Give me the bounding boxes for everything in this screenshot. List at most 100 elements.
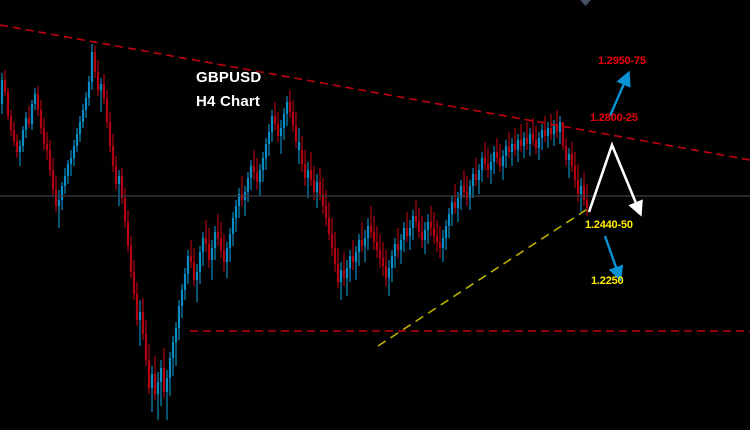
candle-body xyxy=(75,134,79,146)
top-chevron-artifact xyxy=(580,0,591,6)
candle-body xyxy=(297,142,301,150)
candle-body xyxy=(357,240,361,252)
candle-body xyxy=(372,232,376,242)
candle-body xyxy=(492,152,496,162)
candle-body xyxy=(435,236,439,242)
candle-body xyxy=(396,244,400,250)
candle-body xyxy=(213,232,217,248)
candle-body xyxy=(258,170,262,182)
candle-body xyxy=(174,328,178,342)
candle-body xyxy=(15,141,19,152)
candle-body xyxy=(117,176,121,184)
candle-body xyxy=(387,268,391,278)
candle-body xyxy=(480,158,484,170)
candle-body xyxy=(216,232,220,238)
candle-body xyxy=(381,258,385,266)
candle-body xyxy=(531,134,535,140)
candle-body xyxy=(456,198,460,208)
candle-body xyxy=(48,150,52,170)
candle-body xyxy=(183,274,187,290)
candle-body xyxy=(156,382,160,394)
candle-body xyxy=(288,102,292,112)
candle-body xyxy=(63,176,67,186)
candle-body xyxy=(321,194,325,206)
candle-body xyxy=(378,250,382,258)
forecast-white-projection-path xyxy=(587,141,643,217)
trendline-ascending-support xyxy=(377,207,590,347)
candle-body xyxy=(576,180,580,194)
candle-body xyxy=(489,162,493,170)
candle-body xyxy=(486,164,490,170)
candle-body xyxy=(579,186,583,194)
candle-body xyxy=(384,266,388,278)
forecast-bearish-arrow xyxy=(603,235,624,282)
candle-body xyxy=(153,374,157,394)
candle-body xyxy=(558,122,562,132)
candle-body xyxy=(102,84,106,98)
candle-body xyxy=(261,158,265,170)
candle-body xyxy=(234,206,238,218)
candle-body xyxy=(165,378,169,392)
candle-body xyxy=(393,244,397,256)
candle-body xyxy=(438,242,442,248)
candle-body xyxy=(150,374,154,388)
candle-body xyxy=(138,312,142,320)
candle-body xyxy=(66,164,70,176)
candle-body xyxy=(303,164,307,178)
candle-body xyxy=(408,228,412,236)
candle-body xyxy=(552,126,556,134)
candle-body xyxy=(171,342,175,358)
candle-body xyxy=(306,170,310,178)
candle-body xyxy=(123,198,127,222)
candle-body xyxy=(471,174,475,186)
candle-body xyxy=(51,170,55,190)
candle-body xyxy=(546,128,550,136)
annotation-support-level-upper: 1.2440-50 xyxy=(585,219,633,231)
candle-body xyxy=(360,240,364,246)
candle-body xyxy=(564,146,568,160)
candle-body xyxy=(468,186,472,198)
candle-body xyxy=(561,122,565,146)
candle-body xyxy=(423,230,427,240)
candle-body xyxy=(231,218,235,234)
candle-body xyxy=(249,166,253,178)
candle-body xyxy=(519,140,523,146)
candle-body xyxy=(345,268,349,278)
candle-body xyxy=(201,238,205,252)
candle-body xyxy=(570,154,574,166)
candle-body xyxy=(105,98,109,122)
candle-body xyxy=(162,368,166,392)
candle-body xyxy=(219,238,223,250)
candle-body xyxy=(330,234,334,248)
candle-body xyxy=(363,238,367,246)
candle-body xyxy=(114,166,118,184)
candle-body xyxy=(189,256,193,262)
candle-body xyxy=(57,200,61,206)
candle-body xyxy=(504,146,508,156)
candle-body xyxy=(291,112,295,126)
candle-body xyxy=(474,174,478,180)
candle-body xyxy=(483,158,487,164)
candle-body xyxy=(273,116,277,124)
candle-body xyxy=(54,190,58,206)
candle-body xyxy=(120,176,124,198)
candle-body xyxy=(81,110,85,122)
candle-body xyxy=(447,214,451,226)
candle-body xyxy=(141,312,145,334)
candle-body xyxy=(450,202,454,214)
candle-body xyxy=(87,82,91,98)
candle-body xyxy=(573,166,577,180)
candle-body xyxy=(42,128,46,144)
candle-body xyxy=(9,116,13,130)
candle-body xyxy=(147,360,151,388)
candle-body xyxy=(126,222,130,246)
forecast-paths-layer xyxy=(587,70,643,282)
candle-body xyxy=(93,52,97,72)
candle-body xyxy=(204,238,208,244)
candle-body xyxy=(207,244,211,260)
candle-body xyxy=(417,222,421,232)
trendline-descending-resistance xyxy=(0,24,750,161)
candle-body xyxy=(429,222,433,228)
candle-body xyxy=(198,252,202,272)
